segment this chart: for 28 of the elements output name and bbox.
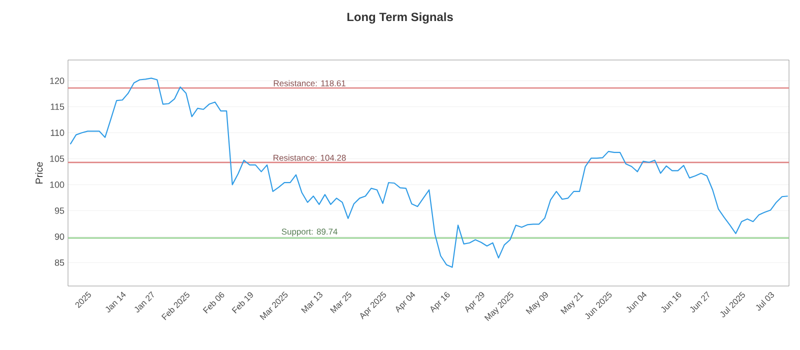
x-tick-label: Jun 16: [661, 292, 682, 312]
y-tick-label: 90: [54, 233, 64, 240]
y-tick-label: 110: [50, 130, 64, 136]
y-tick-label: 85: [54, 259, 64, 266]
x-tick-label: May 21: [560, 292, 584, 314]
x-tick-label: Mar 13: [301, 292, 322, 314]
x-tick-label: Feb 19: [232, 292, 253, 314]
y-axis-title: Price: [35, 162, 43, 184]
x-tick-label: Jul 03: [756, 292, 774, 311]
y-tick-label: 100: [50, 182, 64, 188]
x-tick-label: Apr 29: [465, 292, 484, 313]
ref-line-label: Resistance: 118.61: [274, 80, 346, 86]
x-tick-label: Jun 04: [626, 292, 647, 312]
x-tick-label: Feb 06: [202, 292, 224, 314]
chart-title: Long Term Signals: [347, 12, 453, 24]
y-tick-label: 120: [50, 78, 64, 84]
y-tick-label: 95: [54, 207, 64, 214]
x-tick-label: Mar 25: [330, 292, 352, 314]
y-tick-label: 105: [50, 156, 64, 162]
x-tick-label: Jan 27: [134, 291, 154, 312]
x-tick-label: May 09: [526, 292, 548, 314]
y-tick-label: 115: [50, 104, 64, 110]
x-tick-label: Jun 27: [690, 291, 710, 312]
ref-line-label: Support: 89.74: [282, 228, 338, 236]
x-tick-label: Apr 16: [430, 292, 450, 313]
x-tick-label: Jan 14: [106, 292, 126, 312]
ref-line-label: Resistance: 104.28: [274, 154, 346, 161]
x-tick-label: Apr 04: [396, 292, 416, 313]
